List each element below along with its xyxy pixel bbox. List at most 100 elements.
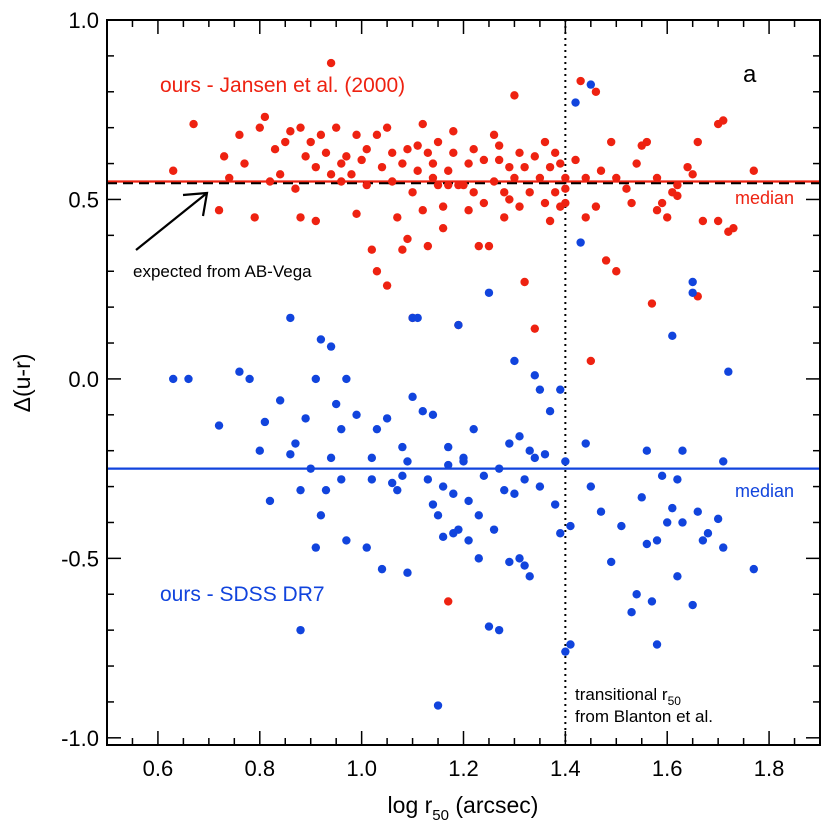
- series-1-point-74: [510, 356, 519, 366]
- series-0-point-136: [698, 216, 708, 226]
- series-0-point-84: [505, 162, 514, 172]
- series-0-point-135: [693, 137, 702, 147]
- series-1-point-63: [474, 511, 483, 520]
- series-0-point-65: [449, 148, 458, 157]
- series-1-point-121: [698, 536, 708, 545]
- series-0-point-40: [382, 281, 392, 290]
- series-1-point-40: [403, 568, 412, 577]
- series-0-point-108: [576, 76, 585, 86]
- series-0-point-0: [169, 166, 178, 175]
- series-1-point-89: [556, 385, 565, 394]
- series-1-point-45: [423, 475, 433, 484]
- y-axis-label: Δ(u-r): [9, 354, 35, 413]
- series-1-point-66: [484, 288, 494, 297]
- series-0-point-113: [591, 202, 601, 211]
- series-0-point-55: [423, 148, 433, 157]
- series-0-point-45: [398, 159, 407, 168]
- series-0-point-41: [382, 123, 392, 132]
- series-0-point-133: [688, 170, 697, 179]
- red-median-label: median: [735, 188, 794, 208]
- series-0-point-104: [561, 184, 570, 193]
- series-1-point-31: [367, 475, 377, 484]
- series-0-point-92: [525, 188, 534, 197]
- series-1-point-113: [668, 503, 677, 513]
- series-1-point-20: [321, 485, 331, 495]
- series-1-point-17: [311, 543, 321, 552]
- series-1-point-60: [464, 536, 473, 545]
- series-0-point-16: [296, 213, 305, 222]
- series-0-point-96: [540, 198, 550, 208]
- x-tick-label: 1.0: [346, 756, 377, 781]
- series-0-point-126: [652, 206, 662, 215]
- series-1-point-32: [372, 424, 382, 434]
- series-0-point-5: [235, 130, 244, 140]
- series-1-point-114: [673, 475, 682, 484]
- series-0-point-50: [408, 188, 417, 197]
- series-0-point-81: [494, 141, 504, 150]
- series-0-point-97: [540, 137, 550, 147]
- series-1-point-110: [657, 471, 667, 481]
- series-0-point-59: [433, 180, 443, 190]
- x-tick-label: 1.2: [448, 756, 479, 781]
- series-0-point-19: [306, 137, 315, 147]
- series-0-point-118: [612, 267, 621, 276]
- series-1-point-23: [331, 399, 341, 409]
- transitional-label: transitional r50: [575, 685, 681, 708]
- series-1-point-11: [291, 439, 300, 448]
- series-0-point-2: [214, 206, 224, 215]
- series-0-point-48: [403, 234, 412, 244]
- series-0-point-51: [413, 141, 422, 150]
- series-0-point-95: [535, 173, 545, 183]
- series-0-point-37: [372, 267, 382, 276]
- series-0-point-38: [372, 130, 382, 140]
- series-0-point-107: [571, 155, 580, 165]
- series-1-point-16: [311, 374, 321, 384]
- series-1-point-50: [438, 482, 448, 491]
- data-points: [169, 58, 758, 710]
- series-0-point-119: [622, 184, 631, 193]
- series-1-point-44: [418, 407, 427, 416]
- series-0-point-44: [393, 213, 402, 222]
- series-0-point-117: [612, 173, 621, 183]
- series-1-point-91: [561, 457, 570, 466]
- series-0-point-130: [673, 191, 682, 201]
- series-1-point-64: [474, 554, 483, 563]
- series-1-point-126: [724, 367, 733, 376]
- blue-median-label: median: [735, 481, 794, 501]
- series-1-point-108: [652, 536, 662, 545]
- series-0-point-64: [444, 180, 453, 190]
- series-1-point-81: [525, 446, 534, 455]
- series-0-point-54: [418, 206, 427, 215]
- series-0-point-131: [673, 180, 682, 190]
- series-1-point-34: [382, 414, 392, 423]
- y-tick-label: 1.0: [68, 8, 99, 33]
- series-1-point-30: [367, 453, 377, 463]
- series-1-point-70: [494, 625, 504, 635]
- y-tick-label: 0.0: [68, 367, 99, 392]
- series-1-point-79: [520, 561, 529, 570]
- series-0-point-99: [545, 216, 555, 226]
- series-1-point-55: [449, 489, 458, 498]
- series-0-point-105: [561, 198, 570, 208]
- series-0-point-82: [500, 188, 509, 197]
- series-1-point-85: [535, 482, 545, 491]
- series-1-point-33: [377, 564, 387, 574]
- series-1-point-43: [413, 313, 422, 323]
- series-1-point-106: [642, 539, 652, 549]
- series-0-point-79: [489, 130, 499, 140]
- series-0-point-62: [438, 223, 448, 233]
- series-1-point-37: [398, 442, 407, 452]
- series-1-point-93: [566, 521, 575, 531]
- series-0-point-77: [484, 241, 494, 251]
- series-0-point-70: [464, 159, 473, 168]
- series-1-point-14: [301, 414, 310, 423]
- series-1-point-117: [678, 446, 687, 455]
- transitional-source-label: from Blanton et al.: [575, 707, 713, 726]
- series-1-point-94: [566, 640, 575, 649]
- x-tick-label: 0.6: [143, 756, 174, 781]
- series-1-point-5: [255, 446, 264, 455]
- y-tick-label: -0.5: [61, 546, 99, 571]
- series-1-point-0: [169, 374, 178, 384]
- series-0-point-94: [530, 324, 539, 333]
